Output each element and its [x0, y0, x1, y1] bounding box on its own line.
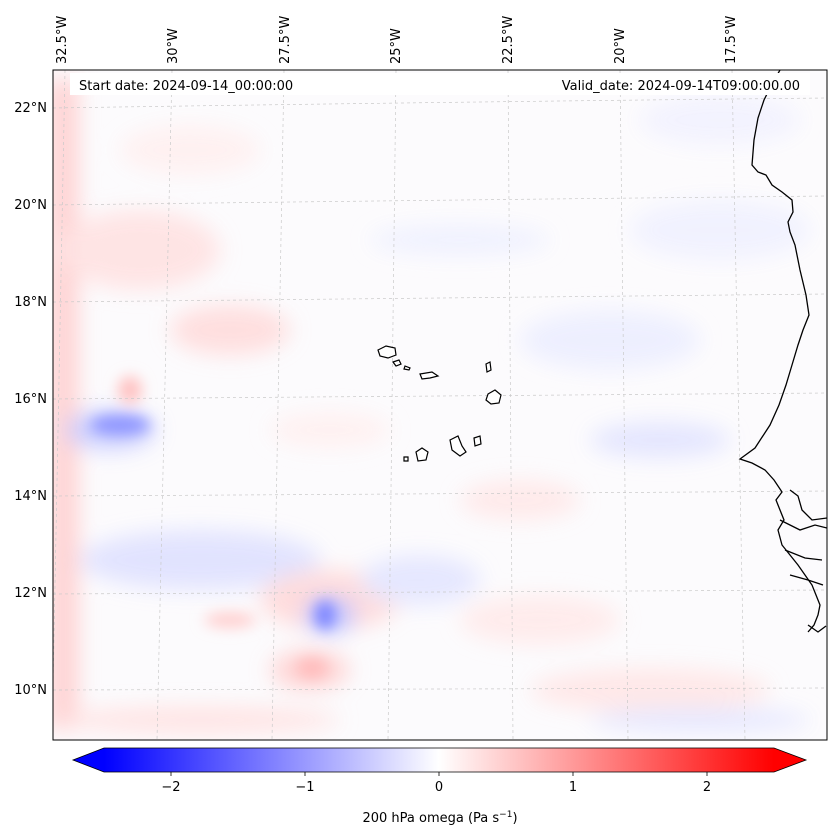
omega-field	[53, 70, 827, 740]
lat-label: 16°N	[14, 392, 47, 407]
valid-date-label: Valid_date: 2024-09-14T09:00:00.00	[562, 79, 800, 94]
colorbar-max-arrow	[774, 748, 806, 772]
lon-label: 25°W	[389, 28, 404, 64]
coastline	[738, 70, 827, 633]
lat-label: 18°N	[14, 295, 47, 310]
colorbar-ticks	[170, 772, 708, 776]
lon-label: 20°W	[613, 28, 628, 64]
colorbar-tick-label: −2	[161, 780, 180, 795]
lon-label: 27.5°W	[278, 16, 293, 64]
cape-verde-islands	[377, 345, 502, 462]
lon-label: 30°W	[166, 28, 181, 64]
lon-label: 32.5°W	[55, 16, 70, 64]
map-frame	[52, 69, 828, 741]
lon-label: 22.5°W	[501, 16, 516, 64]
colorbar-title: 200 hPa omega (Pa s−1)	[362, 810, 517, 826]
start-date-label: Start date: 2024-09-14_00:00:00	[79, 79, 293, 94]
colorbar-min-arrow	[73, 748, 104, 772]
lat-label: 20°N	[14, 198, 47, 213]
latitude-labels: 22°N 20°N 18°N 16°N 14°N 12°N 10°N	[14, 101, 47, 698]
graticule	[53, 70, 827, 740]
colorbar-tick-label: 2	[703, 780, 711, 795]
lon-label: 17.5°W	[724, 16, 739, 64]
lat-label: 12°N	[14, 586, 47, 601]
colorbar-tick-label: 0	[435, 780, 443, 795]
lat-label: 22°N	[14, 101, 47, 116]
header-band	[70, 73, 810, 95]
colorbar-tick-label: −1	[295, 780, 314, 795]
lat-label: 14°N	[14, 489, 47, 504]
colorbar-tick-label: 1	[569, 780, 577, 795]
lat-label: 10°N	[14, 683, 47, 698]
colorbar-outline	[71, 747, 808, 773]
longitude-labels: 32.5°W 30°W 27.5°W 25°W 22.5°W 20°W 17.5…	[55, 16, 739, 64]
colorbar: −2 −1 0 1 2 200 hPa omega (Pa s−1)	[71, 747, 808, 826]
